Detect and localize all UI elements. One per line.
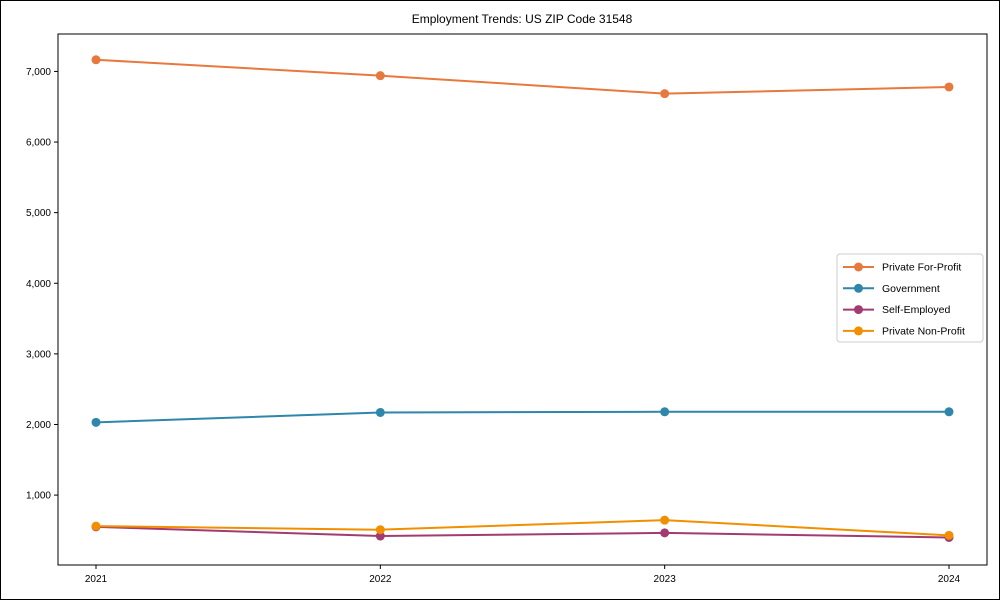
data-point-private-non-profit [944, 530, 954, 540]
legend-marker-dot-government [854, 283, 863, 293]
data-point-self-employed [375, 531, 385, 541]
x-tick-label: 2022 [369, 574, 392, 585]
x-tick-label: 2021 [85, 574, 108, 585]
data-point-private-for-profit [91, 55, 101, 65]
data-point-self-employed [660, 528, 670, 538]
data-point-government [91, 417, 101, 427]
data-point-private-for-profit [375, 71, 385, 81]
legend-marker-dot-private-for-profit [854, 262, 863, 272]
plot-border [57, 33, 988, 566]
series-line-self-employed [95, 525, 950, 539]
y-tick-label: 4,000 [26, 279, 51, 290]
y-tick-label: 2,000 [26, 420, 51, 431]
series-line-private-for-profit [95, 58, 950, 95]
series-line-government [95, 410, 949, 424]
y-tick-label: 6,000 [26, 138, 51, 149]
data-point-private-for-profit [944, 82, 954, 92]
y-tick-label: 1,000 [26, 491, 51, 502]
data-point-private-for-profit [660, 89, 670, 99]
legend-label-government: Government [882, 283, 940, 295]
legend-box [836, 253, 984, 343]
x-tick-label: 2024 [938, 574, 961, 585]
chart-title: Employment Trends: US ZIP Code 31548 [412, 12, 633, 26]
y-tick-label: 5,000 [26, 208, 51, 219]
legend-marker-dot-private-non-profit [854, 326, 863, 336]
data-point-government [375, 407, 385, 417]
data-point-government [660, 407, 670, 417]
y-tick-label: 7,000 [26, 67, 51, 78]
legend-label-private-non-profit: Private Non-Profit [882, 325, 965, 337]
y-tick-label: 3,000 [26, 349, 51, 360]
legend-label-self-employed: Self-Employed [882, 304, 950, 316]
series-line-private-non-profit [95, 519, 950, 537]
x-tick-label: 2023 [654, 574, 677, 585]
data-point-private-non-profit [91, 521, 101, 531]
legend-label-private-for-profit: Private For-Profit [882, 262, 961, 274]
data-point-private-non-profit [375, 525, 385, 535]
data-point-government [944, 407, 954, 417]
data-point-private-non-profit [660, 515, 670, 525]
legend-marker-dot-self-employed [854, 305, 863, 315]
